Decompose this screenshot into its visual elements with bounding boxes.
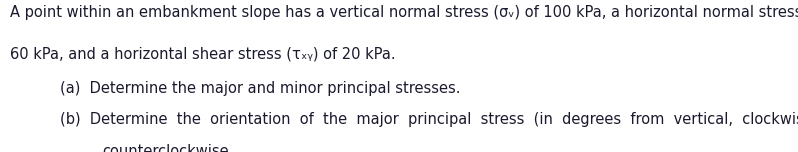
Text: (a)  Determine the major and minor principal stresses.: (a) Determine the major and minor princi… xyxy=(60,81,460,96)
Text: 60 kPa, and a horizontal shear stress (τₓᵧ) of 20 kPa.: 60 kPa, and a horizontal shear stress (τ… xyxy=(10,46,395,61)
Text: A point within an embankment slope has a vertical normal stress (σᵥ) of 100 kPa,: A point within an embankment slope has a… xyxy=(10,5,798,20)
Text: (b)  Determine  the  orientation  of  the  major  principal  stress  (in  degree: (b) Determine the orientation of the maj… xyxy=(60,112,798,127)
Text: counterclockwise.: counterclockwise. xyxy=(102,144,234,152)
